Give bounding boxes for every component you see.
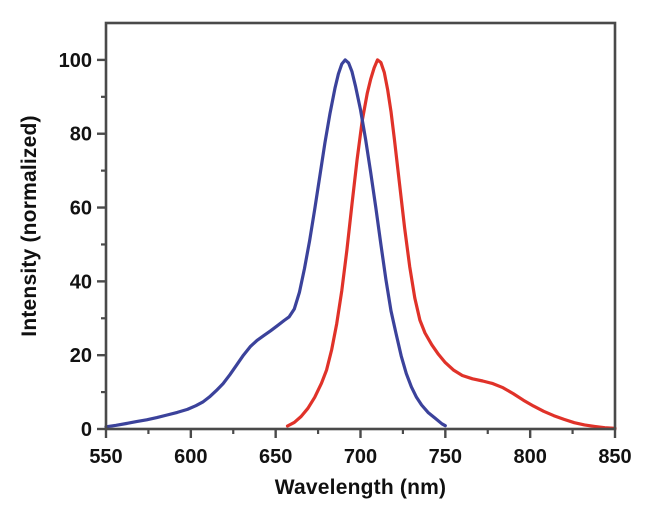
y-axis-tick-label: 40 — [70, 271, 92, 293]
blue-curve — [104, 58, 447, 429]
x-axis-tick-label: 650 — [259, 446, 292, 468]
red-curve — [285, 58, 617, 430]
y-axis-tick-label: 80 — [70, 124, 92, 146]
y-axis-tick-label: 0 — [81, 419, 92, 441]
x-axis-tick-label: 750 — [429, 446, 462, 468]
x-axis-label: Wavelength (nm) — [274, 476, 447, 499]
y-axis-label: Intensity (normalized) — [18, 115, 41, 337]
x-axis-tick-label: 550 — [89, 446, 122, 468]
y-axis-tick-label: 20 — [70, 345, 92, 367]
y-axis-tick-label: 100 — [59, 50, 92, 72]
x-axis-tick-label: 850 — [598, 446, 631, 468]
y-axis-tick-label: 60 — [70, 198, 92, 220]
x-axis-tick-label: 700 — [344, 446, 377, 468]
x-axis-tick-label: 600 — [174, 446, 207, 468]
x-axis-tick-label: 800 — [513, 446, 546, 468]
plot-frame — [104, 21, 617, 431]
